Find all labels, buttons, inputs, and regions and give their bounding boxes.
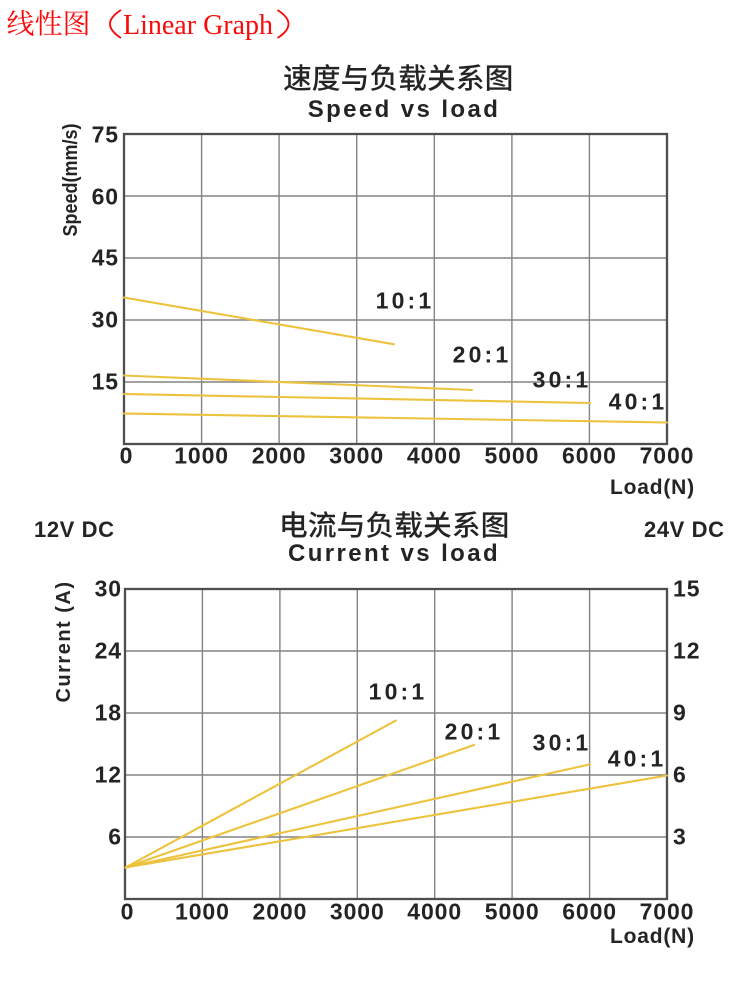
svg-text:Current (A): Current (A) (53, 580, 75, 702)
svg-text:Speed(mm/s): Speed(mm/s) (60, 124, 82, 237)
